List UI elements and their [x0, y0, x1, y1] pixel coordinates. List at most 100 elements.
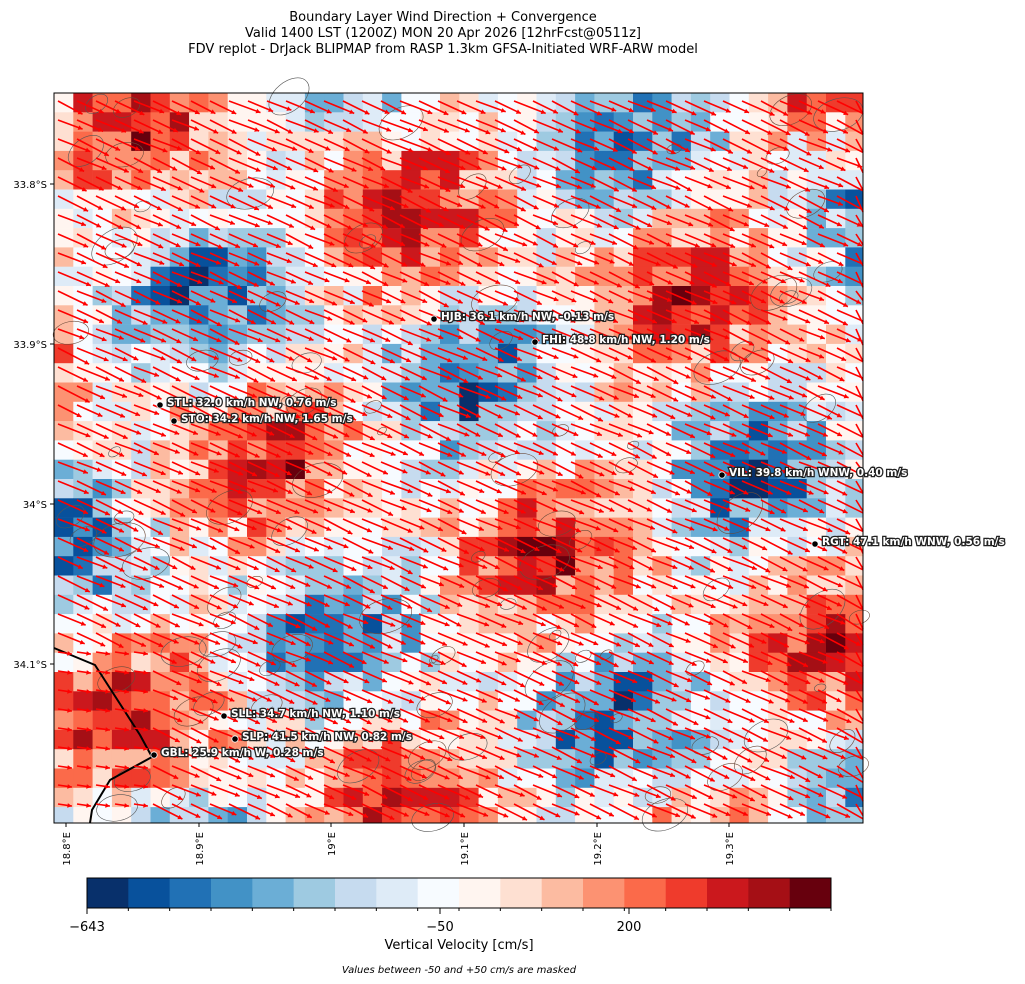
- cell: [633, 594, 653, 615]
- wind-arrow: [114, 537, 143, 553]
- cell: [768, 112, 788, 132]
- arrow-head: [445, 260, 451, 266]
- arrow-head: [216, 776, 222, 782]
- arrow-head: [80, 621, 86, 626]
- contour: [489, 330, 513, 351]
- wind-arrow: [589, 518, 619, 533]
- arrow-head: [591, 623, 597, 628]
- wind-arrow: [855, 271, 864, 288]
- wind-arrow: [190, 518, 224, 533]
- cell: [73, 459, 93, 480]
- wind-arrow: [589, 347, 620, 362]
- wind-arrow: [228, 233, 259, 248]
- arrow-head: [286, 525, 292, 530]
- arrow-head: [103, 550, 109, 555]
- arrow-head: [102, 606, 108, 611]
- arrow-head: [83, 489, 89, 494]
- arrow-head: [176, 680, 182, 685]
- arrow-head: [817, 375, 823, 380]
- wind-arrow: [285, 271, 314, 286]
- arrow-head: [652, 473, 658, 478]
- arrow-head: [295, 793, 300, 799]
- wind-arrow: [247, 366, 276, 383]
- arrow-head: [668, 642, 674, 647]
- wind-arrow: [114, 233, 143, 247]
- wind-arrow: [703, 252, 737, 267]
- wind-arrow: [855, 138, 864, 153]
- arrow-head: [457, 774, 463, 779]
- arrow-head: [571, 584, 577, 589]
- arrow-head: [174, 430, 180, 435]
- arrow-head: [819, 508, 825, 514]
- wind-arrow: [684, 461, 715, 477]
- wind-arrow: [361, 309, 395, 325]
- wind-arrow: [665, 765, 691, 779]
- arrow-head: [458, 334, 463, 340]
- arrow-head: [237, 357, 243, 362]
- arrow-head: [743, 490, 749, 495]
- arrow-head: [501, 396, 507, 401]
- wind-arrow: [627, 613, 662, 628]
- wind-arrow: [608, 613, 639, 629]
- cell: [575, 807, 595, 824]
- arrow-head: [502, 586, 508, 592]
- arrow-head: [155, 623, 161, 628]
- wind-arrow: [475, 347, 504, 362]
- wind-arrow: [114, 252, 142, 267]
- arrow-head: [665, 336, 671, 341]
- cell: [690, 768, 711, 789]
- arrow-head: [552, 243, 558, 248]
- wind-arrow: [266, 138, 298, 151]
- arrow-head: [195, 300, 201, 306]
- wind-arrow: [133, 556, 160, 571]
- wind-arrow: [608, 404, 633, 418]
- wind-arrow: [551, 689, 581, 704]
- cell: [633, 208, 653, 229]
- wind-arrow: [494, 765, 523, 781]
- arrow-head: [387, 545, 393, 550]
- arrow-head: [689, 130, 695, 135]
- cell: [266, 150, 286, 171]
- arrow-head: [731, 432, 737, 437]
- arrow-head: [217, 527, 223, 533]
- wind-arrow: [532, 138, 560, 151]
- arrow-head: [516, 752, 522, 758]
- arrow-head: [422, 126, 428, 132]
- arrow-head: [332, 355, 337, 361]
- arrow-head: [650, 393, 656, 398]
- wind-arrow: [57, 195, 89, 212]
- arrow-head: [124, 708, 129, 713]
- arrow-head: [98, 108, 104, 114]
- wind-arrow: [494, 385, 523, 400]
- arrow-head: [401, 505, 407, 511]
- wind-arrow: [114, 157, 144, 174]
- cell: [845, 749, 864, 769]
- cell: [459, 672, 479, 692]
- cell: [111, 614, 132, 634]
- cell: [131, 652, 151, 673]
- arrow-head: [427, 109, 433, 115]
- cell: [324, 672, 344, 692]
- cell: [478, 363, 499, 383]
- arrow-head: [497, 697, 503, 703]
- arrow-head: [610, 772, 616, 778]
- cell: [478, 594, 499, 615]
- arrow-head: [687, 677, 692, 683]
- wind-arrow: [171, 499, 198, 514]
- arrow-head: [689, 735, 695, 740]
- arrow-head: [839, 566, 845, 571]
- wind-arrow: [418, 670, 448, 685]
- wind-arrow: [551, 613, 580, 628]
- wind-arrow: [266, 176, 296, 190]
- arrow-head: [141, 378, 147, 383]
- wind-arrow: [114, 480, 143, 495]
- cell: [826, 305, 846, 325]
- wind-arrow: [665, 803, 696, 819]
- wind-arrow: [494, 480, 527, 495]
- wind-arrow: [171, 233, 201, 247]
- arrow-head: [651, 813, 657, 818]
- wind-arrow: [608, 556, 635, 570]
- wind-arrow: [133, 233, 164, 249]
- wind-arrow: [323, 765, 350, 778]
- wind-arrow: [323, 195, 350, 210]
